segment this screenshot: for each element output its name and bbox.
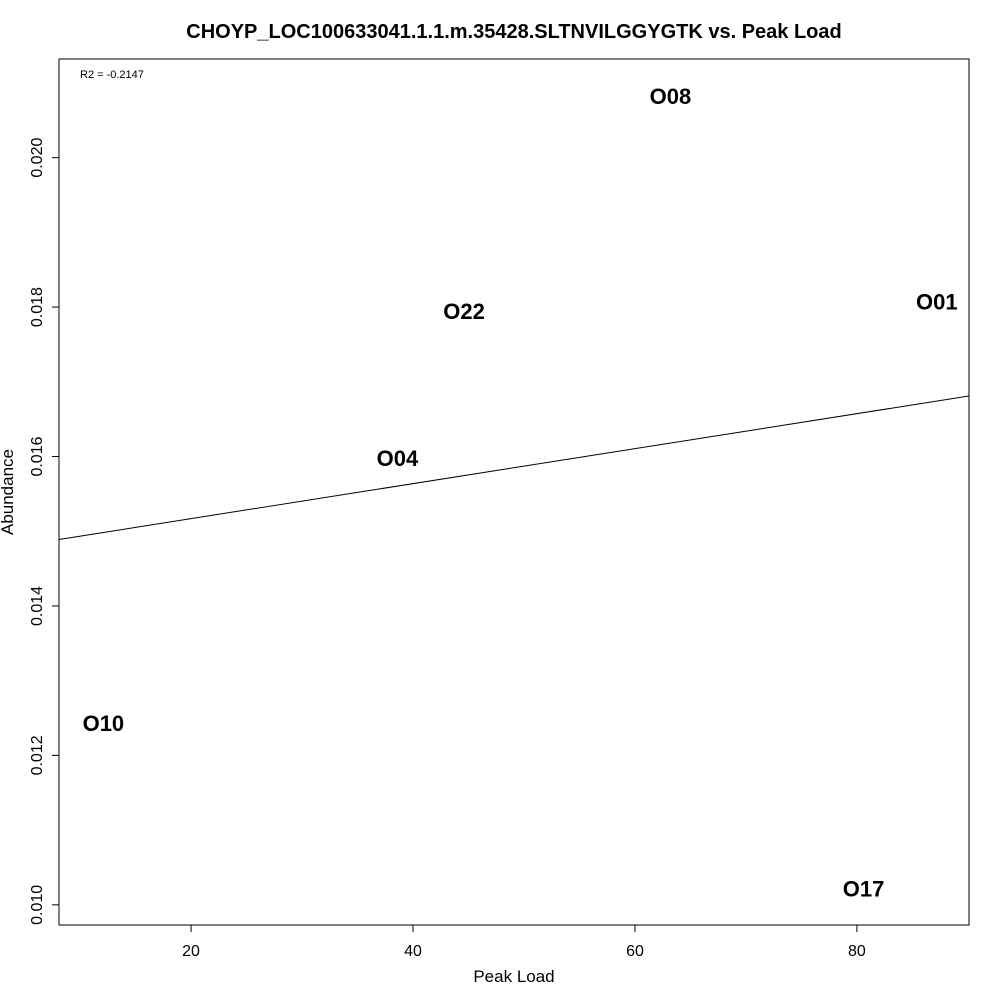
y-axis-label: Abundance — [0, 449, 17, 535]
y-tick-label: 0.016 — [29, 436, 46, 476]
regression-line — [58, 395, 970, 540]
chart-title: CHOYP_LOC100633041.1.1.m.35428.SLTNVILGG… — [186, 21, 841, 43]
data-point-label: O01 — [916, 289, 958, 314]
r2-annotation: R2 = -0.2147 — [80, 69, 144, 81]
data-point-label: O04 — [377, 446, 419, 471]
y-axis: 0.010 0.012 0.014 0.016 0.018 0.020 — [29, 138, 60, 925]
x-tick-label: 20 — [182, 943, 200, 960]
data-points: O08 O01 O22 O04 O10 O17 — [83, 84, 958, 902]
data-point-label: O08 — [650, 84, 692, 109]
data-point-label: O10 — [83, 711, 125, 736]
x-tick-label: 40 — [404, 943, 422, 960]
y-tick-label: 0.018 — [29, 287, 46, 327]
data-point-label: O17 — [843, 877, 885, 902]
y-tick-label: 0.020 — [29, 138, 46, 178]
x-axis-label: Peak Load — [473, 967, 554, 986]
y-tick-label: 0.014 — [29, 586, 46, 626]
x-tick-label: 60 — [626, 943, 644, 960]
x-axis: 20 40 60 80 — [182, 924, 866, 960]
x-tick-label: 80 — [848, 943, 866, 960]
y-tick-label: 0.010 — [29, 885, 46, 925]
y-tick-label: 0.012 — [29, 735, 46, 775]
data-point-label: O22 — [443, 299, 485, 324]
